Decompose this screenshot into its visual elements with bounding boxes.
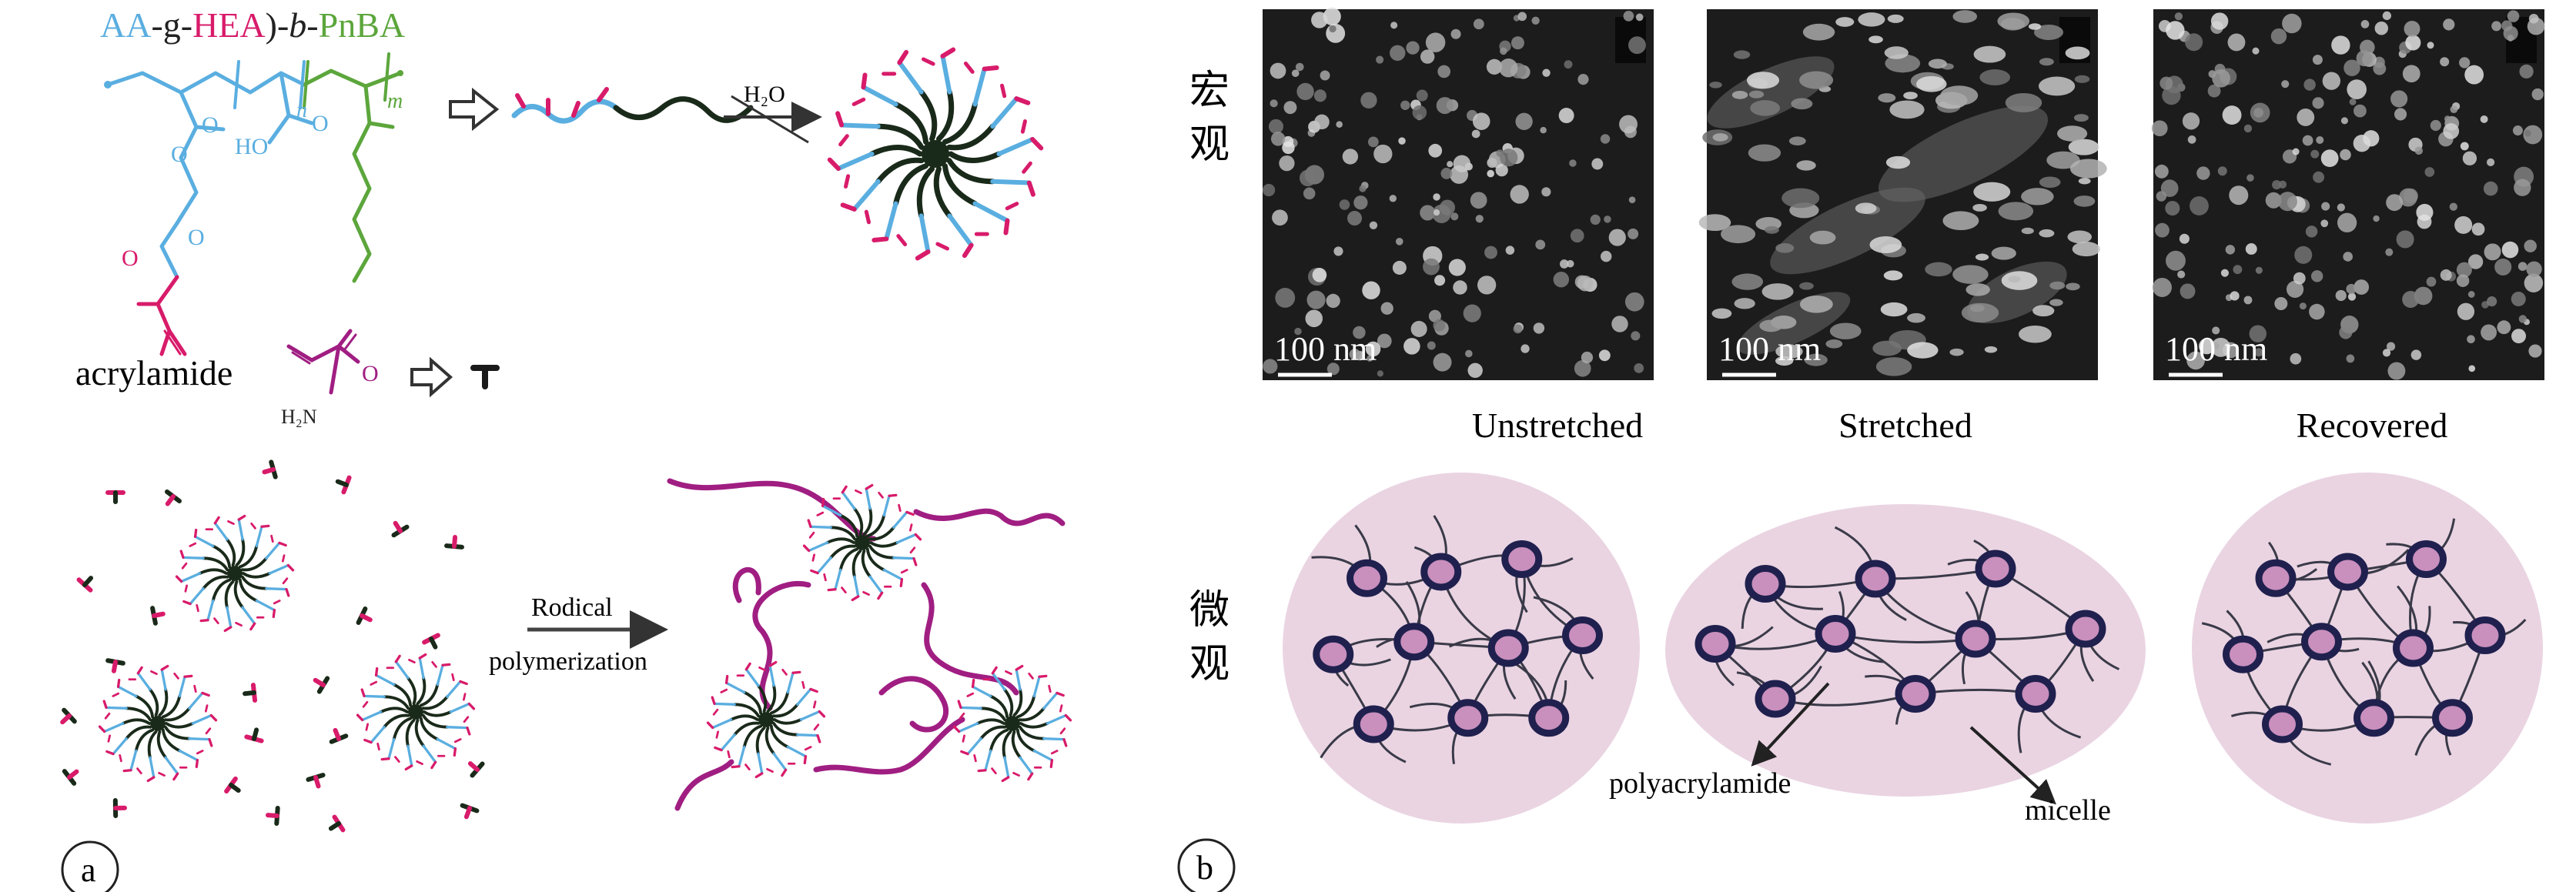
aa-sidechain — [267, 71, 291, 145]
hollow-arrow-2 — [410, 356, 453, 398]
network-micelle-1 — [802, 483, 922, 602]
backbone-blue — [105, 71, 306, 95]
network-unstretched — [1311, 515, 1603, 764]
title-g: -g- — [151, 5, 192, 45]
copolymer-title: AA-g-HEA)-b-PnBA — [100, 5, 405, 45]
label-o-hea-ester: O — [171, 142, 188, 167]
label-o-red: O — [122, 246, 139, 271]
label-micelle: micelle — [2025, 794, 2111, 827]
micelle-pointer — [1969, 726, 2056, 805]
panel-b-label: b — [1196, 849, 1213, 887]
panel-a-label: a — [81, 851, 96, 889]
acrylamide-monomer-icon — [470, 365, 500, 389]
micelle-small-2 — [98, 664, 218, 783]
micelle-small-3 — [356, 653, 476, 771]
title-aa: AA — [100, 5, 151, 45]
tem-image-unstretched — [1262, 7, 1654, 380]
network-micelle-2 — [706, 660, 826, 779]
title-pnba: PnBA — [319, 5, 405, 45]
micelle-small-1 — [175, 514, 295, 633]
reaction-label-2: polymerization — [489, 647, 647, 676]
label-ho: HO — [235, 134, 268, 159]
backbone-green — [302, 68, 403, 89]
row-label-macro-1: 宏 — [1189, 68, 1229, 114]
tem-image-stretched — [1698, 9, 2107, 380]
copolymer-structure — [104, 52, 403, 356]
scale-bar-label-2: 100 nm — [1718, 330, 1821, 368]
reaction-label-1: Rodical — [531, 593, 613, 622]
label-o-aa: O — [312, 111, 329, 136]
panel-b: 宏 观 微 观 100 nm 100 nm 100 nm Unstretched… — [1177, 7, 2545, 892]
scale-bar-label-3: 100 nm — [2165, 330, 2267, 368]
label-o-hea-carbonyl: O — [202, 112, 219, 138]
state-label-unstretched: Unstretched — [1472, 406, 1643, 445]
title-dash: - — [306, 5, 318, 45]
state-label-stretched: Stretched — [1838, 406, 1972, 445]
hea-acrylate — [156, 275, 179, 356]
micelle-large — [827, 47, 1044, 261]
row-label-micro-2: 观 — [1189, 641, 1229, 687]
label-sub-m: m — [387, 89, 403, 113]
acrylamide-h2n: H₂N — [281, 406, 317, 428]
state-label-recovered: Recovered — [2297, 406, 2448, 445]
pnba-sidechain — [352, 84, 372, 283]
title-b: b — [289, 5, 306, 45]
scale-bar-label-1: 100 nm — [1274, 330, 1377, 368]
label-o-acrylate: O — [188, 225, 205, 250]
panel-a-circle — [61, 840, 119, 892]
acrylamide-structure — [286, 329, 360, 395]
acrylamide-name: acrylamide — [75, 353, 233, 393]
panel-a: AA-g-HEA)-b-PnBA — [60, 5, 1072, 892]
tem-image-recovered — [2151, 9, 2545, 380]
network-micelle-3 — [952, 664, 1072, 783]
water-label: H₂O — [744, 82, 785, 107]
title-close: )- — [266, 5, 289, 45]
hea-sidechain — [175, 90, 199, 226]
monomer-scatter — [60, 459, 485, 833]
polyacrylamide-pointer — [1751, 682, 1830, 767]
hollow-arrow-1 — [449, 87, 500, 132]
network-stretched — [1694, 526, 2120, 753]
row-label-macro-2: 观 — [1189, 122, 1229, 168]
panel-b-circle — [1177, 838, 1236, 892]
network-stretched-bg — [1665, 504, 2146, 797]
row-label-micro-1: 微 — [1189, 587, 1229, 633]
label-polyacrylamide: polyacrylamide — [1609, 767, 1791, 800]
label-sub-n: n — [296, 99, 307, 122]
simplified-copolymer — [511, 87, 754, 124]
network-recovered — [2201, 518, 2527, 766]
title-hea: HEA — [192, 5, 266, 45]
acrylamide-o: O — [362, 361, 379, 386]
